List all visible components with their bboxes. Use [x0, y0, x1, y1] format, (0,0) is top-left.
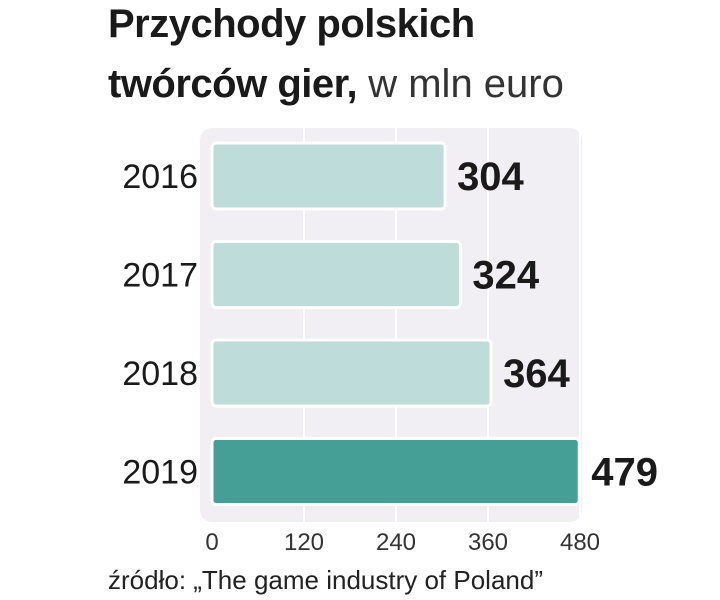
- chart-title-line1: Przychody polskich: [108, 0, 475, 48]
- bar-2016: [210, 141, 447, 211]
- chart-title-main: Przychody polskich: [108, 2, 475, 46]
- category-label: 2016: [122, 158, 198, 196]
- x-tick-label: 240: [376, 529, 416, 556]
- x-tick-label: 120: [284, 529, 324, 556]
- plot-background: [200, 128, 582, 522]
- bar-2018: [210, 338, 493, 408]
- category-label: 2017: [122, 257, 198, 295]
- data-label: 304: [457, 155, 524, 199]
- category-label: 2018: [122, 355, 198, 393]
- x-tick-label: 360: [468, 529, 508, 556]
- category-label: 2019: [122, 454, 198, 492]
- chart-title-unit: w mln euro: [368, 62, 564, 106]
- x-tick-label: 480: [560, 529, 600, 556]
- bar-2019: [210, 437, 581, 506]
- chart-title-line2: twórców gier, w mln euro: [108, 60, 564, 108]
- data-label: 479: [591, 451, 658, 495]
- x-tick-label: 0: [205, 529, 218, 556]
- data-label: 364: [503, 352, 570, 396]
- source-note: źródło: „The game industry of Poland”: [108, 565, 543, 595]
- chart-title-bold: twórców gier,: [108, 62, 358, 106]
- bar-2017: [210, 240, 462, 309]
- data-label: 324: [472, 254, 539, 298]
